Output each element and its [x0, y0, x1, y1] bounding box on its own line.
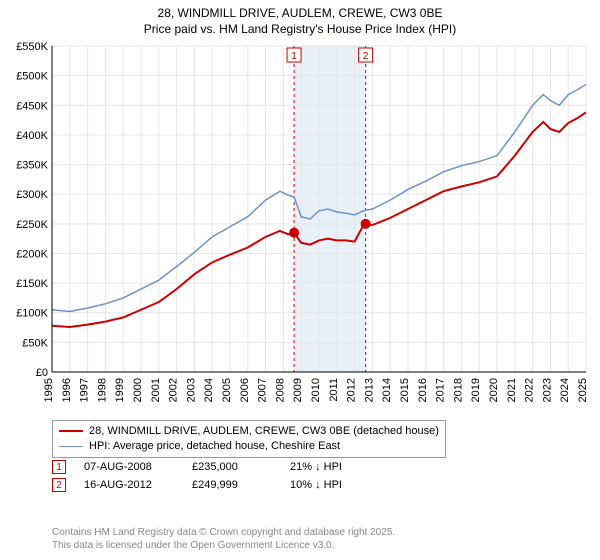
svg-text:2024: 2024	[559, 378, 571, 402]
svg-text:£350K: £350K	[16, 160, 48, 172]
svg-text:2019: 2019	[470, 378, 482, 402]
title-block: 28, WINDMILL DRIVE, AUDLEM, CREWE, CW3 0…	[0, 0, 600, 37]
chart-svg: £0£50K£100K£150K£200K£250K£300K£350K£400…	[50, 42, 590, 412]
svg-text:2014: 2014	[381, 378, 393, 402]
svg-text:2021: 2021	[506, 378, 518, 402]
svg-text:2000: 2000	[132, 378, 144, 402]
svg-text:1996: 1996	[61, 378, 73, 402]
svg-text:2013: 2013	[363, 378, 375, 402]
footer-note: Contains HM Land Registry data © Crown c…	[52, 527, 395, 552]
svg-text:1995: 1995	[43, 378, 55, 402]
svg-text:£150K: £150K	[16, 278, 48, 290]
svg-text:£50K: £50K	[22, 337, 48, 349]
svg-text:2: 2	[363, 51, 369, 62]
sale-hpi: 10% ↓ HPI	[290, 479, 370, 491]
svg-text:£400K: £400K	[16, 130, 48, 142]
sale-date: 07-AUG-2008	[84, 461, 174, 473]
svg-text:2017: 2017	[435, 378, 447, 402]
chart-container: 28, WINDMILL DRIVE, AUDLEM, CREWE, CW3 0…	[0, 0, 600, 560]
svg-text:£200K: £200K	[16, 248, 48, 260]
sales-block: 1 07-AUG-2008 £235,000 21% ↓ HPI 2 16-AUG-201…	[52, 460, 370, 496]
svg-text:2004: 2004	[203, 378, 215, 402]
legend-row: 28, WINDMILL DRIVE, AUDLEM, CREWE, CW3 0…	[59, 424, 439, 439]
svg-text:2010: 2010	[310, 378, 322, 402]
svg-text:£550K: £550K	[16, 41, 48, 53]
svg-text:1998: 1998	[96, 378, 108, 402]
legend-label: HPI: Average price, detached house, Ches…	[89, 439, 340, 454]
svg-text:2022: 2022	[524, 378, 536, 402]
svg-text:2003: 2003	[185, 378, 197, 402]
svg-text:£450K: £450K	[16, 100, 48, 112]
sale-marker: 1	[52, 460, 66, 474]
svg-text:2007: 2007	[257, 378, 269, 402]
legend-swatch	[59, 446, 83, 448]
sale-row: 2 16-AUG-2012 £249,999 10% ↓ HPI	[52, 478, 370, 492]
legend-row: HPI: Average price, detached house, Ches…	[59, 439, 439, 454]
sale-row: 1 07-AUG-2008 £235,000 21% ↓ HPI	[52, 460, 370, 474]
footer-line-2: This data is licensed under the Open Gov…	[52, 540, 395, 553]
svg-text:£500K: £500K	[16, 71, 48, 83]
legend-swatch	[59, 430, 83, 432]
svg-text:2005: 2005	[221, 378, 233, 402]
svg-text:£0: £0	[36, 367, 48, 379]
svg-text:2025: 2025	[577, 378, 589, 402]
svg-text:1997: 1997	[79, 378, 91, 402]
svg-text:2012: 2012	[346, 378, 358, 402]
svg-text:2023: 2023	[541, 378, 553, 402]
svg-text:2015: 2015	[399, 378, 411, 402]
svg-text:2008: 2008	[274, 378, 286, 402]
svg-text:2009: 2009	[292, 378, 304, 402]
sale-price: £249,999	[192, 479, 272, 491]
svg-text:2001: 2001	[150, 378, 162, 402]
sale-date: 16-AUG-2012	[84, 479, 174, 491]
svg-text:£300K: £300K	[16, 189, 48, 201]
legend-label: 28, WINDMILL DRIVE, AUDLEM, CREWE, CW3 0…	[89, 424, 439, 439]
title-line-2: Price paid vs. HM Land Registry's House …	[0, 22, 600, 38]
footer-line-1: Contains HM Land Registry data © Crown c…	[52, 527, 395, 540]
sale-price: £235,000	[192, 461, 272, 473]
svg-text:1: 1	[291, 51, 297, 62]
svg-text:£250K: £250K	[16, 219, 48, 231]
svg-text:1999: 1999	[114, 378, 126, 402]
svg-text:2020: 2020	[488, 378, 500, 402]
sale-marker: 2	[52, 478, 66, 492]
legend-box: 28, WINDMILL DRIVE, AUDLEM, CREWE, CW3 0…	[52, 420, 446, 458]
svg-text:2016: 2016	[417, 378, 429, 402]
svg-text:2018: 2018	[452, 378, 464, 402]
svg-text:£100K: £100K	[16, 308, 48, 320]
sale-hpi: 21% ↓ HPI	[290, 461, 370, 473]
title-line-1: 28, WINDMILL DRIVE, AUDLEM, CREWE, CW3 0…	[0, 6, 600, 22]
chart-area: £0£50K£100K£150K£200K£250K£300K£350K£400…	[50, 42, 590, 412]
svg-text:2002: 2002	[168, 378, 180, 402]
svg-text:2006: 2006	[239, 378, 251, 402]
svg-text:2011: 2011	[328, 378, 340, 402]
